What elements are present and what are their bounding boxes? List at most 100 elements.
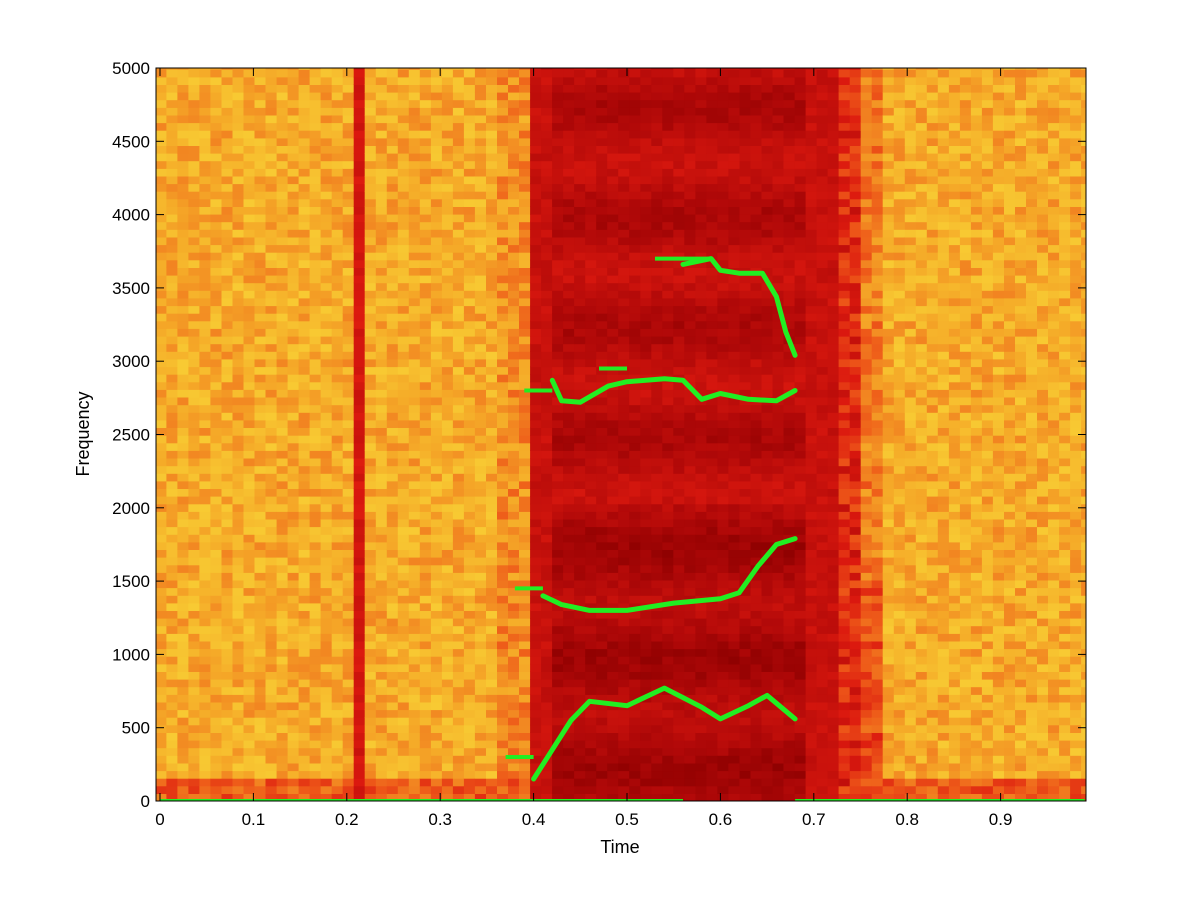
heatmap-cell [177, 320, 189, 329]
heatmap-cell [331, 397, 344, 406]
heatmap-cell [452, 572, 465, 581]
heatmap-cell [221, 564, 234, 573]
heatmap-cell [166, 579, 178, 589]
heatmap-cell [497, 84, 509, 93]
heatmap-cell [397, 587, 410, 596]
heatmap-cell [463, 724, 476, 733]
heatmap-cell [320, 107, 333, 116]
heatmap-cell [188, 633, 200, 642]
heatmap-cell [232, 282, 245, 291]
heatmap-cell [530, 84, 542, 93]
heatmap-cell [243, 267, 256, 276]
heatmap-cell [166, 625, 178, 634]
heatmap-cell [706, 229, 718, 238]
heatmap-cell [541, 686, 553, 695]
heatmap-cell [265, 84, 278, 93]
heatmap-cell [552, 656, 564, 665]
heatmap-cell [287, 625, 300, 634]
heatmap-cell [596, 343, 608, 352]
heatmap-cell [651, 778, 663, 787]
heatmap-cell [574, 511, 586, 520]
heatmap-cell [706, 351, 718, 360]
heatmap-cell [210, 336, 222, 345]
heatmap-cell [408, 762, 421, 772]
heatmap-cell [353, 122, 366, 131]
heatmap-cell [651, 526, 663, 535]
heatmap-cell [541, 374, 553, 383]
heatmap-cell [541, 221, 553, 230]
heatmap-cell [320, 267, 333, 276]
heatmap-cell [342, 389, 355, 398]
heatmap-cell [530, 686, 542, 695]
heatmap-cell [364, 557, 377, 566]
heatmap-cell [254, 244, 267, 253]
heatmap-cell [574, 374, 586, 383]
heatmap-cell [563, 541, 575, 550]
heatmap-cell [629, 679, 641, 688]
heatmap-cell [408, 351, 421, 360]
heatmap-cell [684, 336, 696, 345]
heatmap-cell [585, 374, 597, 383]
heatmap-cell [199, 153, 211, 162]
heatmap-cell [585, 290, 597, 299]
heatmap-cell [596, 336, 608, 345]
heatmap-cell [651, 214, 663, 223]
heatmap-cell [574, 328, 586, 337]
heatmap-cell [618, 778, 630, 787]
heatmap-cell [530, 69, 542, 78]
heatmap-cell [706, 168, 718, 177]
heatmap-cell [662, 76, 674, 85]
heatmap-cell [353, 68, 366, 70]
heatmap-cell [706, 526, 718, 535]
heatmap-cell [408, 404, 421, 413]
heatmap-cell [156, 762, 167, 772]
heatmap-cell [530, 259, 542, 268]
heatmap-cell [276, 160, 289, 169]
heatmap-cell [585, 114, 597, 124]
heatmap-cell [640, 76, 652, 85]
heatmap-cell [463, 701, 476, 711]
heatmap-cell [463, 740, 476, 749]
heatmap-cell [276, 168, 289, 177]
heatmap-cell [188, 778, 200, 787]
heatmap-cell [408, 465, 421, 474]
heatmap-cell [342, 557, 355, 566]
heatmap-cell [254, 153, 267, 162]
heatmap-cell [541, 305, 553, 314]
heatmap-cell [254, 137, 267, 146]
heatmap-cell [309, 358, 322, 368]
heatmap-cell [585, 579, 597, 589]
heatmap-cell [199, 610, 211, 619]
heatmap-cell [166, 160, 178, 169]
heatmap-cell [695, 656, 707, 665]
heatmap-cell [463, 389, 476, 398]
heatmap-cell [441, 92, 454, 101]
heatmap-cell [430, 518, 443, 528]
heatmap-cell [342, 122, 355, 131]
heatmap-cell [651, 755, 663, 764]
heatmap-cell [629, 557, 641, 566]
heatmap-cell [541, 701, 553, 711]
heatmap-cell [397, 557, 410, 566]
heatmap-cell [375, 511, 388, 520]
heatmap-cell [408, 206, 421, 215]
heatmap-cell [188, 762, 200, 772]
heatmap-cell [706, 724, 718, 733]
heatmap-cell [331, 709, 344, 718]
heatmap-cell [232, 137, 245, 146]
heatmap-cell [156, 137, 167, 146]
heatmap-cell [364, 389, 377, 398]
heatmap-cell [618, 244, 630, 253]
heatmap-cell [486, 618, 498, 627]
heatmap-cell [596, 183, 608, 192]
heatmap-cell [497, 76, 509, 85]
heatmap-cell [199, 68, 211, 70]
heatmap-cell [430, 84, 443, 93]
heatmap-cell [508, 221, 520, 230]
heatmap-cell [574, 686, 586, 695]
heatmap-cell [166, 762, 178, 772]
heatmap-cell [441, 137, 454, 146]
heatmap-cell [397, 267, 410, 276]
heatmap-cell [419, 465, 432, 474]
heatmap-cell [474, 191, 487, 200]
